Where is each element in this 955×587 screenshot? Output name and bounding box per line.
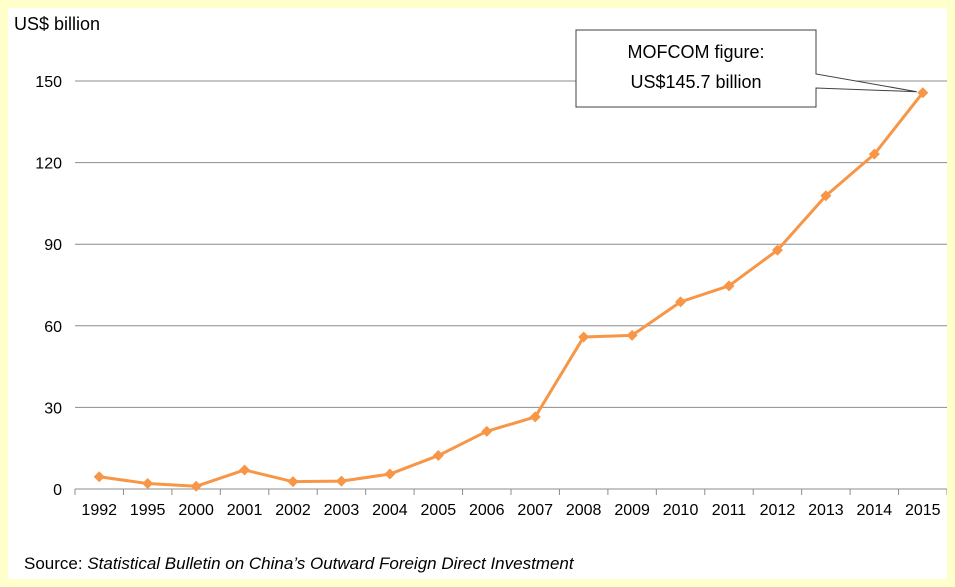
x-tick-label: 2008 — [566, 502, 602, 519]
chart-panel: US$ billion 0 30 60 90 120 150 1992 1995 2000 20… — [8, 8, 947, 579]
x-tick-label: 2000 — [178, 502, 214, 519]
x-tick-label: 2014 — [857, 502, 893, 519]
data-point-marker — [190, 480, 202, 492]
annotation-callout: MOFCOM figure: US$145.7 billion — [575, 29, 917, 108]
x-tick-label: 2011 — [712, 502, 747, 519]
y-tick-label: 90 — [44, 237, 62, 254]
data-point-marker — [771, 244, 783, 256]
gridlines — [75, 80, 947, 408]
data-point-marker — [384, 468, 396, 480]
x-tick-label: 2013 — [808, 502, 844, 519]
callout-box — [575, 29, 917, 108]
x-axis-ticks: 1992 1995 2000 2001 2002 2003 2004 2005 2006 2007… — [74, 488, 947, 519]
data-point-marker — [917, 87, 929, 99]
x-tick-label: 2004 — [372, 502, 408, 519]
data-point-marker — [335, 475, 347, 487]
data-point-marker — [239, 464, 251, 476]
y-tick-label: 30 — [44, 400, 62, 417]
y-tick-label: 120 — [35, 156, 62, 173]
callout-line-1: MOFCOM figure: — [627, 42, 764, 62]
data-point-marker — [675, 296, 687, 308]
x-tick-label: 2010 — [663, 502, 699, 519]
data-point-marker — [820, 190, 832, 202]
series-line — [99, 91, 924, 488]
data-point-marker — [142, 478, 154, 490]
series-layer — [93, 87, 929, 492]
x-tick-label: 1995 — [130, 502, 166, 519]
x-tick-label: 2007 — [517, 502, 553, 519]
callout-line-2: US$145.7 billion — [630, 72, 761, 92]
x-tick-label: 2002 — [275, 502, 311, 519]
y-axis-ticks: 0 30 60 90 120 150 — [35, 74, 62, 499]
y-tick-label: 150 — [35, 74, 62, 91]
source-title: Statistical Bulletin on China’s Outward … — [87, 554, 574, 573]
y-tick-label: 60 — [44, 319, 62, 336]
data-point-marker — [93, 471, 105, 483]
x-tick-label: 1992 — [81, 502, 117, 519]
x-tick-label: 2012 — [760, 502, 796, 519]
x-tick-label: 2001 — [227, 502, 263, 519]
y-axis-label: US$ billion — [14, 14, 100, 34]
source-note: Source: Statistical Bulletin on China’s … — [24, 554, 574, 574]
data-point-marker — [287, 476, 299, 488]
data-point-marker — [481, 425, 493, 437]
x-tick-label: 2003 — [324, 502, 360, 519]
x-tick-label: 2006 — [469, 502, 505, 519]
data-point-marker — [578, 331, 590, 343]
y-tick-label: 0 — [53, 482, 62, 499]
data-point-marker — [529, 411, 541, 423]
data-point-marker — [723, 280, 735, 292]
x-tick-label: 2009 — [614, 502, 650, 519]
x-tick-label: 2015 — [905, 502, 941, 519]
data-point-marker — [868, 148, 880, 160]
source-prefix: Source: — [24, 554, 88, 573]
data-point-marker — [626, 329, 638, 341]
x-tick-label: 2005 — [421, 502, 457, 519]
line-chart: US$ billion 0 30 60 90 120 150 1992 1995 2000 20… — [14, 14, 947, 519]
data-point-marker — [432, 450, 444, 462]
